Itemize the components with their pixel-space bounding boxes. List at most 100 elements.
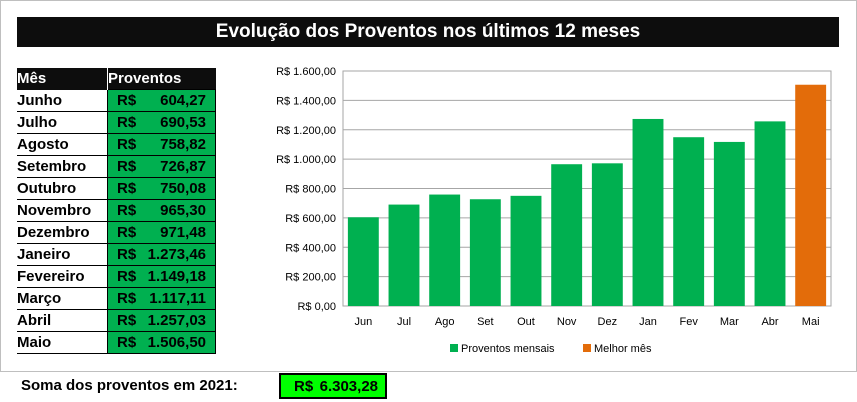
proventos-table: Mês Proventos Junho R$ 604,27 Julho R$ 690,53… (17, 68, 216, 354)
y-tick-label: R$ 800,00 (285, 184, 336, 196)
x-tick-label: Fev (679, 316, 698, 328)
value-cell[interactable]: R$ 1.506,50 (107, 331, 216, 354)
currency-label: R$ (117, 180, 137, 197)
month-cell[interactable]: Fevereiro (17, 265, 108, 288)
x-tick-label: Mai (802, 316, 820, 328)
y-tick-label: R$ 1.400,00 (276, 95, 336, 107)
table-row: Fevereiro R$ 1.149,18 (17, 265, 216, 288)
bar (469, 199, 501, 306)
value-number: 965,30 (160, 202, 206, 219)
y-tick-label: R$ 200,00 (285, 272, 336, 284)
value-number: 1.257,03 (147, 312, 206, 329)
y-tick-label: R$ 1.000,00 (276, 154, 336, 166)
month-cell[interactable]: Maio (17, 331, 108, 354)
table-row: Maio R$ 1.506,50 (17, 331, 216, 354)
x-tick-label: Ago (435, 316, 455, 328)
value-cell[interactable]: R$ 1.273,46 (107, 243, 216, 266)
currency-label: R$ (117, 224, 137, 241)
y-tick-label: R$ 600,00 (285, 213, 336, 225)
plot-area (342, 70, 832, 307)
value-cell[interactable]: R$ 965,30 (107, 199, 216, 222)
currency-label: R$ (117, 158, 137, 175)
month-cell[interactable]: Janeiro (17, 243, 108, 266)
table-row: Setembro R$ 726,87 (17, 155, 216, 178)
value-cell[interactable]: R$ 750,08 (107, 177, 216, 200)
value-cell[interactable]: R$ 690,53 (107, 111, 216, 134)
month-cell[interactable]: Outubro (17, 177, 108, 200)
currency-label: R$ (117, 92, 137, 109)
table-row: Abril R$ 1.257,03 (17, 309, 216, 332)
value-number: 1.117,11 (149, 290, 206, 307)
month-cell[interactable]: Agosto (17, 133, 108, 156)
bar (591, 163, 623, 306)
value-cell[interactable]: R$ 726,87 (107, 155, 216, 178)
y-tick-label: R$ 0,00 (297, 301, 336, 313)
bar-chart: R$ 0,00 R$ 200,00 R$ 400,00 R$ 600,00 R$ 800… (276, 66, 832, 355)
currency-label: R$ (117, 334, 137, 351)
header-month: Mês (17, 68, 108, 90)
legend-label: Proventos mensais (461, 343, 555, 355)
y-tick-label: R$ 1.200,00 (276, 125, 336, 137)
x-tick-label: Nov (557, 316, 577, 328)
y-tick-label: R$ 1.600,00 (276, 66, 336, 78)
month-cell[interactable]: Abril (17, 309, 108, 332)
bar (673, 137, 705, 306)
value-number: 971,48 (160, 224, 206, 241)
currency-label: R$ (117, 114, 137, 131)
x-tick-label: Abr (761, 316, 778, 328)
currency-label: R$ (117, 136, 137, 153)
value-cell[interactable]: R$ 604,27 (107, 89, 216, 112)
bar (388, 204, 420, 306)
bar (510, 195, 542, 306)
legend-swatch (583, 344, 591, 352)
x-tick-label: Dez (598, 316, 618, 328)
month-cell[interactable]: Março (17, 287, 108, 310)
currency-label: R$ (117, 246, 137, 263)
legend-swatch (450, 344, 458, 352)
table-header-row: Mês Proventos (17, 68, 216, 90)
bar (795, 84, 827, 306)
value-number: 750,08 (160, 180, 206, 197)
month-cell[interactable]: Setembro (17, 155, 108, 178)
y-tick-label: R$ 400,00 (285, 242, 336, 254)
bar (632, 118, 664, 306)
month-cell[interactable]: Dezembro (17, 221, 108, 244)
x-tick-label: Jun (354, 316, 372, 328)
table-row: Dezembro R$ 971,48 (17, 221, 216, 244)
sum-value: 6.303,28 (319, 378, 378, 395)
table-row: Janeiro R$ 1.273,46 (17, 243, 216, 266)
x-tick-label: Set (477, 316, 494, 328)
x-tick-label: Out (517, 316, 535, 328)
table-row: Outubro R$ 750,08 (17, 177, 216, 200)
currency-label: R$ (117, 268, 137, 285)
month-cell[interactable]: Junho (17, 89, 108, 112)
table-row: Março R$ 1.117,11 (17, 287, 216, 310)
currency-label: R$ (117, 290, 137, 307)
value-cell[interactable]: R$ 1.257,03 (107, 309, 216, 332)
value-cell[interactable]: R$ 1.149,18 (107, 265, 216, 288)
value-number: 1.149,18 (147, 268, 206, 285)
value-cell[interactable]: R$ 758,82 (107, 133, 216, 156)
sum-value-box[interactable]: R$ 6.303,28 (279, 373, 387, 399)
value-cell[interactable]: R$ 1.117,11 (107, 287, 216, 310)
header-value: Proventos (107, 68, 216, 90)
x-tick-label: Mar (720, 316, 739, 328)
currency-label: R$ (117, 312, 137, 329)
chart-title: Evolução dos Proventos nos últimos 12 me… (17, 17, 839, 47)
x-tick-label: Jan (639, 316, 657, 328)
bar (429, 194, 461, 306)
sum-currency: R$ (294, 378, 314, 395)
table-row: Novembro R$ 965,30 (17, 199, 216, 222)
value-number: 604,27 (160, 92, 206, 109)
bar (713, 141, 745, 306)
value-number: 758,82 (160, 136, 206, 153)
table-row: Junho R$ 604,27 (17, 89, 216, 112)
bar (754, 121, 786, 306)
value-number: 1.273,46 (147, 246, 206, 263)
value-cell[interactable]: R$ 971,48 (107, 221, 216, 244)
x-tick-label: Jul (397, 316, 411, 328)
month-cell[interactable]: Novembro (17, 199, 108, 222)
sum-label: Soma dos proventos em 2021: (21, 377, 238, 394)
value-number: 726,87 (160, 158, 206, 175)
month-cell[interactable]: Julho (17, 111, 108, 134)
